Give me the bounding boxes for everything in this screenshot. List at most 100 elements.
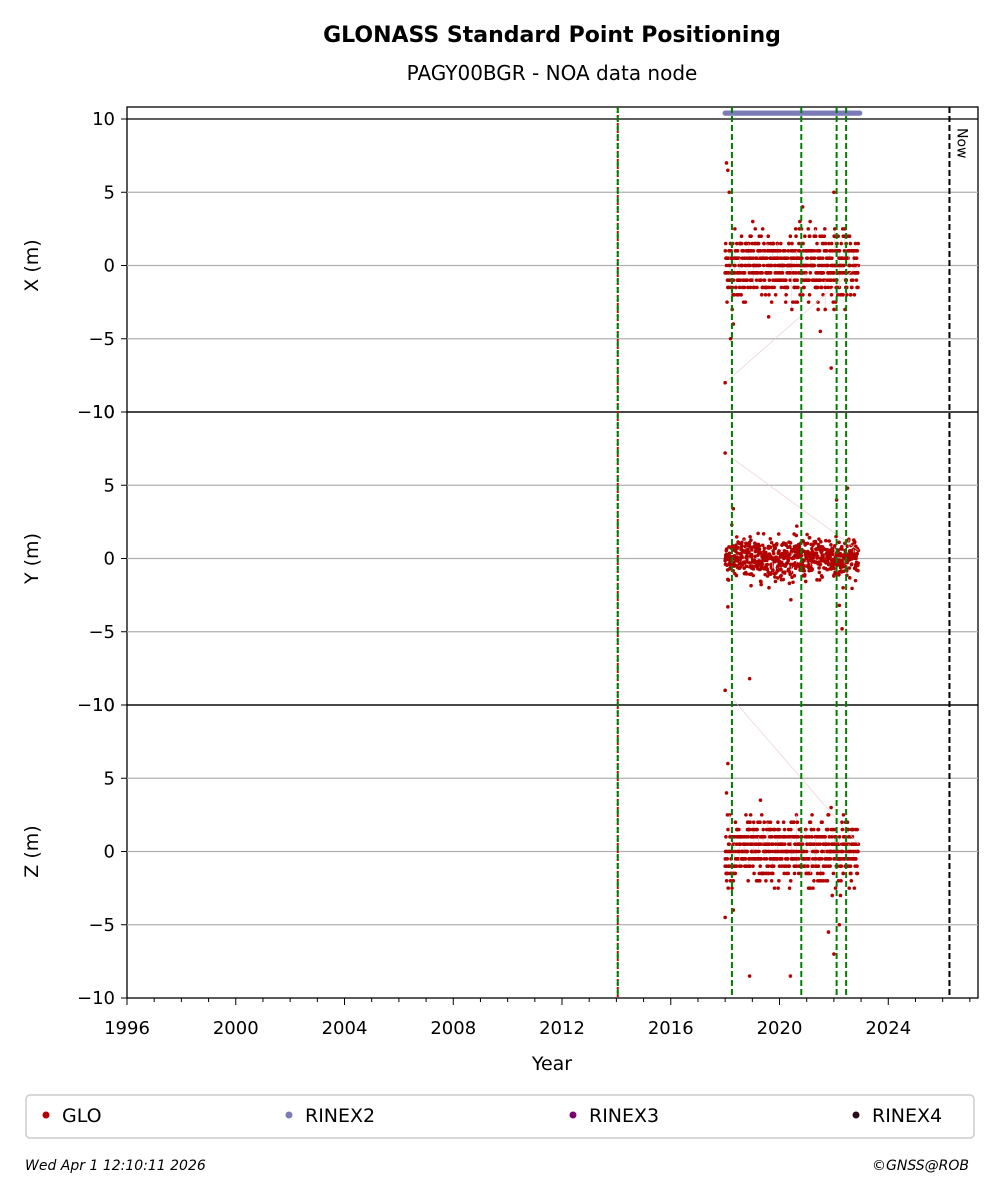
glo-data-point [817,578,822,582]
legend-label: RINEX2 [305,1105,375,1127]
glo-data-point [804,849,809,854]
chart-title: GLONASS Standard Point Positioning [323,23,781,48]
glo-data-point [854,857,858,861]
glo-data-point [759,278,763,282]
y-tick-label: −10 [77,402,115,423]
glo-data-point [770,562,775,566]
glo-data-point [788,234,793,238]
glo-data-point [832,952,836,956]
glo-data-point [788,278,792,282]
glo-data-point [828,857,833,861]
glo-data-point [747,541,752,546]
glo-data-point [764,879,768,883]
glo-data-point [738,278,743,282]
glo-data-point [763,293,768,297]
glo-data-point [831,563,836,568]
glo-data-point [776,532,781,536]
glo-data-point [827,835,832,839]
y-tick-label: 10 [92,402,115,423]
glo-data-point [832,190,836,195]
legend-label: GLO [62,1105,102,1127]
glo-data-point [795,278,799,282]
glo-data-point [767,285,771,290]
glo-data-point [807,293,812,297]
glo-data-point [788,842,793,846]
glo-data-point [762,835,767,839]
glo-data-point [767,278,772,282]
glo-data-point [751,567,756,571]
glo-data-point [772,285,776,290]
glo-data-point [796,285,800,290]
glo-data-point [818,842,822,846]
x-tick-label: 2020 [757,1018,803,1039]
glo-data-point [774,542,779,546]
glo-data-point [744,572,749,576]
glo-data-point [785,256,790,260]
glo-data-point [751,820,756,824]
glo-data-point [835,293,840,297]
glo-data-point [847,576,852,580]
glo-data-point [743,544,747,549]
glo-data-point [763,249,767,253]
y-tick-label: −10 [77,695,115,716]
glo-data-point [855,827,860,832]
glo-data-point [848,864,853,868]
glo-data-point [751,256,755,260]
glo-data-point [758,879,762,883]
glo-data-point [792,871,797,876]
glo-data-point [837,573,841,577]
glo-data-point [823,227,827,231]
glo-data-point [841,293,845,297]
glo-data-point [840,547,844,551]
glo-data-point [755,285,759,290]
glo-data-point [731,544,735,548]
glo-data-point [818,278,823,282]
glo-data-point [781,577,786,582]
glo-data-point [783,842,787,846]
glo-data-point [817,566,821,570]
glo-data-point [749,538,753,543]
glo-data-point [723,451,727,455]
glo-data-point [756,531,760,536]
legend: GLO RINEX2 RINEX3 RINEX4 [25,1094,975,1139]
glo-data-point [746,547,750,552]
glo-data-point [828,555,832,560]
glo-data-point [745,256,749,260]
glo-data-point [778,249,782,253]
glo-data-point [808,271,813,275]
glo-data-point [840,564,845,569]
glo-data-point [829,366,833,370]
glo-data-point [758,864,763,868]
glo-data-point [850,586,854,591]
legend-frame [25,1094,975,1139]
glo-data-point [848,241,853,246]
glo-data-point [734,864,739,868]
glo-data-point [756,241,761,246]
glo-data-point [780,271,785,275]
glo-data-point [726,578,731,582]
x-axis-label: Year [531,1053,572,1075]
glo-data-point [725,857,730,861]
glo-data-point [803,234,807,238]
legend-label: RINEX3 [589,1105,659,1127]
glo-data-point [760,543,765,548]
glo-data-point [831,871,836,876]
glo-data-point [802,285,806,290]
glo-data-point [747,550,751,554]
glo-data-point [839,241,844,246]
glo-data-point [758,798,763,803]
glo-data-point [840,820,844,824]
legend-marker [852,1111,860,1119]
glo-data-point [775,857,779,861]
glo-data-point [724,791,729,795]
glo-data-point [748,545,753,549]
glo-data-point [847,886,852,890]
glo-data-point [850,285,854,290]
glo-data-point [791,580,795,585]
glo-data-point [732,293,737,297]
glo-data-point [848,263,852,268]
glo-data-point [750,241,755,246]
glo-data-point [767,585,771,590]
glo-data-point [805,256,810,260]
